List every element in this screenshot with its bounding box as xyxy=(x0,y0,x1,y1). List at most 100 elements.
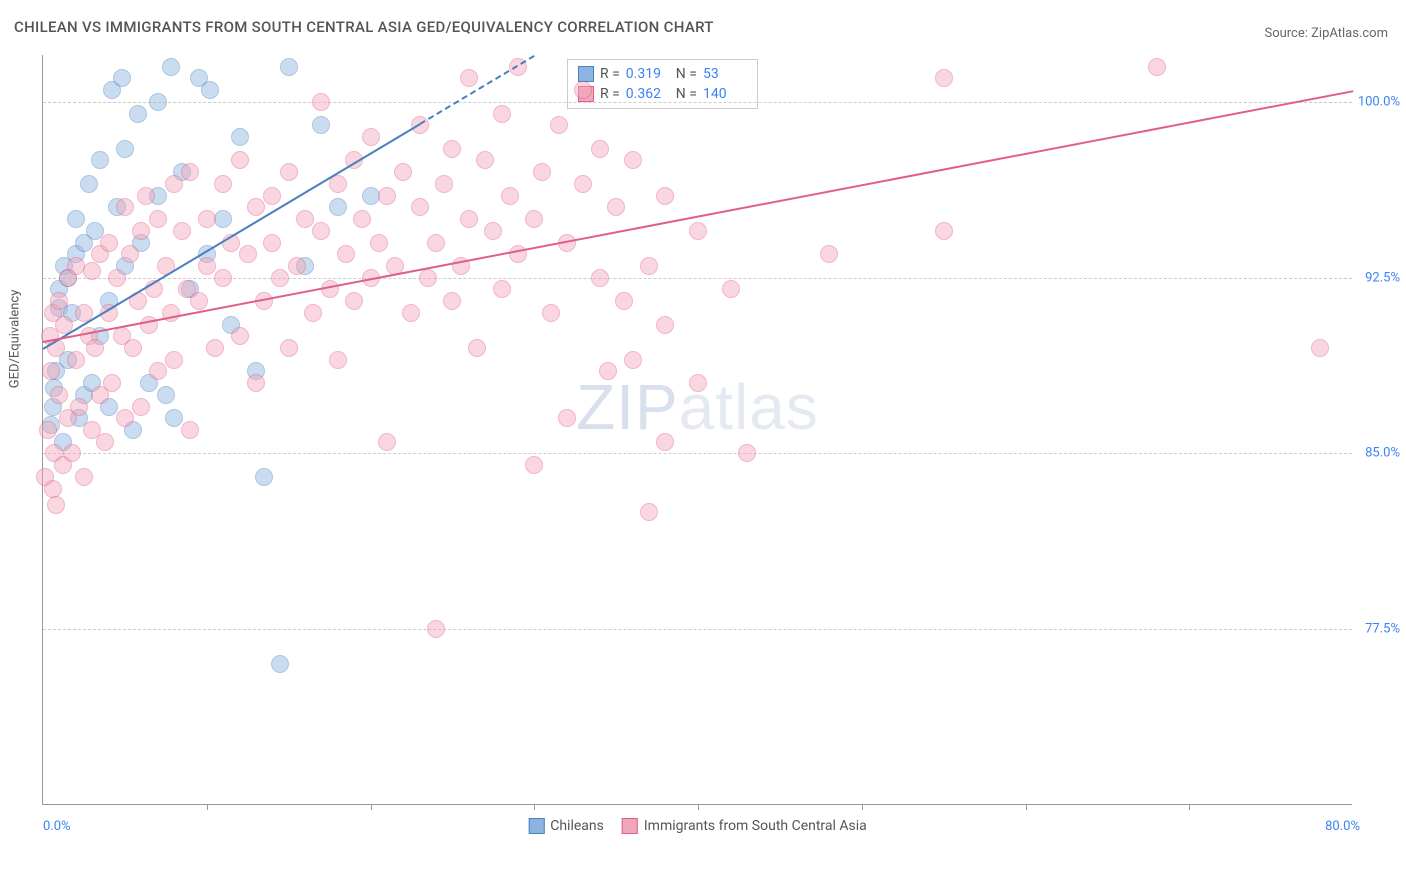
scatter-point xyxy=(113,69,131,87)
scatter-point xyxy=(288,257,306,275)
scatter-point xyxy=(181,421,199,439)
scatter-point xyxy=(591,140,609,158)
scatter-point xyxy=(206,339,224,357)
scatter-point xyxy=(624,351,642,369)
scatter-point xyxy=(271,655,289,673)
scatter-point xyxy=(149,210,167,228)
scatter-point xyxy=(121,245,139,263)
scatter-point xyxy=(165,175,183,193)
scatter-point xyxy=(116,140,134,158)
scatter-point xyxy=(63,444,81,462)
scatter-point xyxy=(181,163,199,181)
scatter-point xyxy=(362,187,380,205)
chart-plot-area: GED/Equivalency ZIPatlas R =0.319N =53R … xyxy=(42,55,1352,805)
scatter-point xyxy=(116,409,134,427)
scatter-point xyxy=(50,292,68,310)
scatter-point xyxy=(615,292,633,310)
scatter-point xyxy=(484,222,502,240)
scatter-point xyxy=(86,339,104,357)
x-tick xyxy=(534,804,535,810)
legend-swatch xyxy=(528,818,544,834)
legend-item: Chileans xyxy=(528,818,604,834)
scatter-point xyxy=(70,398,88,416)
x-tick xyxy=(862,804,863,810)
y-tick-label: 100.0% xyxy=(1358,94,1400,109)
scatter-point xyxy=(75,468,93,486)
scatter-point xyxy=(689,222,707,240)
scatter-point xyxy=(689,374,707,392)
scatter-point xyxy=(574,175,592,193)
scatter-point xyxy=(329,198,347,216)
scatter-point xyxy=(83,262,101,280)
scatter-point xyxy=(525,210,543,228)
scatter-point xyxy=(165,351,183,369)
scatter-point xyxy=(353,210,371,228)
scatter-point xyxy=(239,245,257,263)
scatter-point xyxy=(304,304,322,322)
scatter-point xyxy=(280,58,298,76)
scatter-point xyxy=(656,433,674,451)
scatter-point xyxy=(42,362,60,380)
scatter-point xyxy=(460,210,478,228)
x-tick xyxy=(1026,804,1027,810)
scatter-point xyxy=(591,269,609,287)
scatter-point xyxy=(132,398,150,416)
scatter-point xyxy=(722,280,740,298)
scatter-point xyxy=(231,151,249,169)
scatter-point xyxy=(411,198,429,216)
x-tick xyxy=(207,804,208,810)
scatter-point xyxy=(312,222,330,240)
legend-swatch xyxy=(622,818,638,834)
scatter-point xyxy=(173,222,191,240)
trend-line xyxy=(419,55,535,125)
scatter-point xyxy=(132,222,150,240)
scatter-point xyxy=(1148,58,1166,76)
scatter-point xyxy=(280,163,298,181)
scatter-point xyxy=(137,187,155,205)
scatter-point xyxy=(100,234,118,252)
scatter-point xyxy=(198,210,216,228)
scatter-point xyxy=(231,128,249,146)
scatter-point xyxy=(656,316,674,334)
scatter-point xyxy=(321,280,339,298)
scatter-point xyxy=(263,187,281,205)
scatter-point xyxy=(67,257,85,275)
scatter-point xyxy=(574,81,592,99)
scatter-point xyxy=(362,128,380,146)
scatter-point xyxy=(656,187,674,205)
x-axis-max-label: 80.0% xyxy=(1325,819,1360,834)
gridline xyxy=(43,629,1352,630)
scatter-point xyxy=(378,433,396,451)
scatter-point xyxy=(329,351,347,369)
scatter-point xyxy=(231,327,249,345)
scatter-point xyxy=(935,69,953,87)
source-attribution: Source: ZipAtlas.com xyxy=(1264,26,1388,41)
scatter-point xyxy=(443,292,461,310)
scatter-point xyxy=(280,339,298,357)
legend-swatch xyxy=(578,66,594,82)
scatter-point xyxy=(162,58,180,76)
scatter-point xyxy=(1311,339,1329,357)
scatter-point xyxy=(124,339,142,357)
gridline xyxy=(43,102,1352,103)
scatter-point xyxy=(476,151,494,169)
scatter-point xyxy=(501,187,519,205)
scatter-point xyxy=(935,222,953,240)
scatter-point xyxy=(149,362,167,380)
scatter-point xyxy=(435,175,453,193)
scatter-point xyxy=(345,292,363,310)
scatter-point xyxy=(263,234,281,252)
scatter-point xyxy=(214,175,232,193)
scatter-point xyxy=(337,245,355,263)
scatter-point xyxy=(50,386,68,404)
scatter-point xyxy=(378,187,396,205)
scatter-point xyxy=(460,69,478,87)
scatter-point xyxy=(247,374,265,392)
x-tick xyxy=(371,804,372,810)
scatter-point xyxy=(493,105,511,123)
gridline xyxy=(43,453,1352,454)
scatter-point xyxy=(558,409,576,427)
x-axis-min-label: 0.0% xyxy=(43,819,71,834)
scatter-point xyxy=(157,386,175,404)
scatter-point xyxy=(149,93,167,111)
